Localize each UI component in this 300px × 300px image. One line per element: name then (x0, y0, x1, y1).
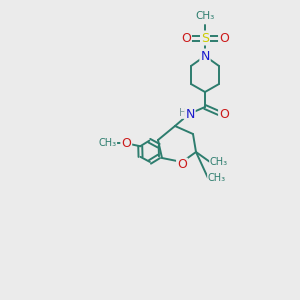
Text: O: O (181, 32, 191, 44)
Text: N: N (200, 50, 210, 62)
Text: O: O (177, 158, 187, 172)
Text: O: O (121, 137, 131, 150)
Text: CH₃: CH₃ (195, 11, 214, 21)
Text: O: O (219, 32, 229, 44)
Text: H: H (179, 108, 187, 118)
Text: CH₃: CH₃ (210, 157, 228, 167)
Text: S: S (201, 32, 209, 44)
Text: O: O (219, 109, 229, 122)
Text: CH₃: CH₃ (208, 173, 226, 183)
Text: CH₃: CH₃ (98, 138, 116, 148)
Text: N: N (185, 107, 195, 121)
